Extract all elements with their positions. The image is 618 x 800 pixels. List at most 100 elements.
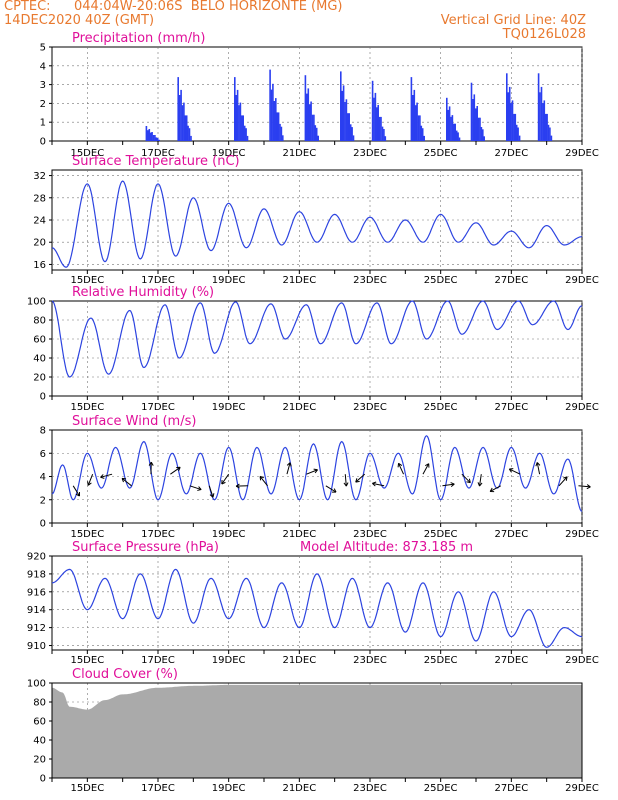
precip-bar — [307, 88, 310, 141]
precip-bar — [347, 113, 349, 141]
wind-arrow — [259, 476, 268, 487]
x-tick-label: 29DEC — [565, 529, 599, 540]
precip-bar — [412, 95, 414, 141]
wind-arrow — [121, 477, 132, 487]
precip-bar — [518, 135, 521, 141]
wind-arrow — [72, 485, 80, 497]
wind-arrow-head — [466, 478, 471, 484]
header-grid-note: Vertical Grid Line: 40Z — [440, 13, 586, 28]
precip-bar — [344, 102, 346, 141]
y-tick-label: 4 — [40, 472, 46, 483]
x-tick-label: 17DEC — [141, 655, 175, 666]
wind-arrow-head — [259, 475, 265, 481]
precip-bar — [374, 92, 377, 141]
wind-arrow — [479, 474, 482, 487]
precip-bar — [275, 98, 277, 141]
wind-arrow — [536, 462, 541, 475]
y-tick-label: 2 — [40, 99, 46, 110]
precip-bar — [181, 105, 184, 141]
precip-bar — [156, 138, 159, 141]
precip-bar — [180, 89, 182, 141]
x-tick-label: 21DEC — [282, 148, 316, 159]
precip-bar — [147, 130, 149, 141]
wind-arrow — [170, 466, 181, 475]
wind-arrow — [422, 463, 430, 475]
x-tick-label: 27DEC — [494, 655, 528, 666]
wind-arrow-head — [586, 484, 591, 490]
x-tick-label: 29DEC — [565, 148, 599, 159]
x-tick-label: 23DEC — [353, 783, 387, 794]
y-tick-label: 0 — [40, 519, 46, 530]
x-tick-label: 25DEC — [424, 529, 458, 540]
precip-bar — [371, 80, 374, 141]
x-tick-label: 27DEC — [494, 529, 528, 540]
precip-bar — [311, 114, 314, 141]
precip-bar — [513, 113, 515, 141]
precip-bar — [448, 106, 451, 141]
x-tick-label: 17DEC — [141, 148, 175, 159]
wind-arrow-head — [286, 462, 292, 467]
series-line — [51, 435, 583, 512]
x-tick-label: 27DEC — [494, 402, 528, 413]
wind-arrow-head — [343, 482, 349, 487]
precip-bar — [345, 99, 348, 141]
wind-arrow — [489, 485, 501, 492]
x-tick-label: 21DEC — [282, 402, 316, 413]
wind-arrow-head — [121, 477, 127, 483]
x-tick-label: 21DEC — [282, 275, 316, 286]
precip-bar — [420, 125, 423, 141]
wind-arrow — [87, 473, 94, 486]
x-tick-label: 17DEC — [141, 402, 175, 413]
y-tick-label: 916 — [27, 587, 46, 598]
panel-title: Precipitation (mm/h) — [72, 31, 205, 46]
precip-bar — [542, 103, 544, 141]
wind-arrow — [461, 473, 471, 484]
precip-bar — [235, 95, 237, 141]
series-line — [51, 300, 583, 378]
precip-bar — [242, 115, 244, 141]
precip-bar — [341, 90, 343, 141]
x-tick-label: 27DEC — [494, 783, 528, 794]
precip-bar — [380, 116, 382, 141]
panel-title: Surface Temperature (nC) — [72, 154, 240, 169]
wind-arrow — [100, 473, 113, 478]
precip-bar — [282, 135, 284, 141]
x-tick-label: 29DEC — [565, 783, 599, 794]
precip-bar — [472, 99, 474, 141]
precip-bar — [447, 109, 449, 141]
y-tick-label: 60 — [33, 717, 46, 728]
y-tick-label: 914 — [27, 605, 46, 616]
precip-bar — [152, 135, 155, 141]
wind-arrow-head — [100, 474, 105, 479]
x-tick-label: 15DEC — [70, 529, 104, 540]
x-tick-label: 21DEC — [282, 529, 316, 540]
precip-bar — [342, 85, 345, 141]
panel-frame — [51, 682, 583, 779]
precip-bar — [544, 113, 547, 141]
precip-bar — [190, 135, 192, 141]
precip-bar — [158, 139, 160, 141]
x-tick-label: 19DEC — [212, 148, 246, 159]
precip-bar — [410, 77, 413, 141]
precip-bar — [450, 116, 452, 141]
precip-bar — [149, 132, 152, 141]
wind-arrow — [189, 485, 202, 491]
precip-bar — [417, 115, 420, 141]
precip-bar — [507, 92, 509, 141]
x-tick-label: 15DEC — [70, 275, 104, 286]
panel-title: Surface Wind (m/s) — [72, 414, 196, 429]
precip-bar — [423, 135, 425, 141]
precip-bar — [419, 115, 421, 141]
precip-bar — [383, 129, 385, 141]
x-tick-label: 21DEC — [282, 655, 316, 666]
wind-arrow — [558, 476, 568, 487]
x-tick-label: 27DEC — [494, 275, 528, 286]
x-tick-label: 25DEC — [424, 783, 458, 794]
precip-bar — [506, 73, 508, 141]
y-tick-label: 32 — [33, 171, 46, 182]
y-tick-label: 100 — [27, 679, 46, 690]
wind-arrow-head — [197, 486, 202, 491]
wind-arrow-head — [535, 462, 541, 467]
precip-bar — [315, 127, 318, 141]
precip-bar — [446, 97, 448, 141]
